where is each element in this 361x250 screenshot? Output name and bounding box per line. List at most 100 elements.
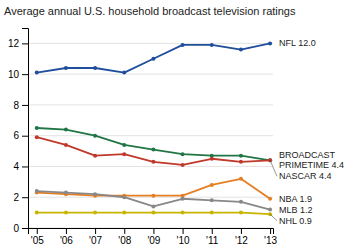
- series-label-line: NASCAR 4.4: [279, 171, 332, 181]
- series-line: [37, 137, 270, 165]
- series-point: [93, 211, 97, 215]
- series-point: [35, 189, 39, 193]
- y-tick: 4: [13, 161, 28, 172]
- series-point: [210, 211, 214, 215]
- x-tick-label: '13: [264, 235, 277, 246]
- series-label-line: MLB 1.2: [279, 205, 313, 215]
- series-point: [151, 160, 155, 164]
- x-tick: '07: [89, 228, 102, 246]
- series-point: [239, 154, 243, 158]
- y-tick-label: 8: [13, 100, 19, 111]
- y-tick: 2: [13, 192, 28, 203]
- y-tick-mark: [22, 136, 28, 137]
- series-point: [122, 195, 126, 199]
- grid-line: [28, 197, 273, 198]
- series-point: [64, 128, 68, 132]
- series-point: [239, 48, 243, 52]
- series-point: [181, 43, 185, 47]
- chart: '05 '06 '07 '08 '09 '10 '11 '12 '13 0 2 4 6 8 10 12 NFL …: [0, 0, 361, 250]
- series-label-line: NFL 12.0: [279, 38, 316, 48]
- plot-area: [35, 41, 272, 216]
- grid-line: [28, 135, 273, 136]
- series-label-line: NHL 0.9: [279, 216, 312, 226]
- x-tick-mark: [95, 228, 96, 234]
- series-point: [64, 143, 68, 147]
- x-tick-label: '06: [60, 235, 73, 246]
- series-label: MLB 1.2: [279, 205, 313, 215]
- y-tick-label: 12: [8, 38, 20, 49]
- series-point: [210, 198, 214, 202]
- x-axis-line: [29, 229, 274, 235]
- y-tick-label: 6: [13, 130, 19, 141]
- y-tick: 6: [13, 130, 28, 141]
- grid-line: [28, 74, 273, 75]
- series-point: [64, 191, 68, 195]
- x-tick-label: '09: [147, 235, 160, 246]
- label-connector: [270, 160, 277, 176]
- series-point: [239, 177, 243, 181]
- series-point: [35, 135, 39, 139]
- y-tick-mark: [22, 197, 28, 198]
- series-point: [122, 211, 126, 215]
- grid: [28, 43, 273, 228]
- x-tick-mark: [212, 228, 213, 234]
- series-labels: NFL 12.0 BROADCASTPRIMETIME 4.4NASCAR 4.4…: [270, 38, 344, 225]
- series-point: [35, 126, 39, 130]
- x-tick-label: '08: [118, 235, 131, 246]
- y-tick: 0: [13, 223, 28, 234]
- y-tick-mark: [22, 74, 28, 75]
- series-point: [151, 57, 155, 61]
- series-point: [239, 200, 243, 204]
- x-tick: '13: [264, 228, 277, 246]
- y-tick-mark: [22, 228, 28, 229]
- x-tick: '08: [118, 228, 131, 246]
- x-axis: '05 '06 '07 '08 '09 '10 '11 '12 '13: [29, 228, 278, 246]
- series-point: [181, 197, 185, 201]
- series-point: [181, 152, 185, 156]
- series-point: [35, 71, 39, 75]
- x-tick: '11: [206, 228, 219, 246]
- x-tick: '05: [31, 228, 44, 246]
- series-point: [210, 183, 214, 187]
- x-tick-mark: [66, 228, 67, 234]
- series-label-line: PRIMETIME 4.4: [279, 160, 344, 170]
- series-label-line: BROADCAST: [279, 150, 336, 160]
- series-line: [37, 128, 270, 160]
- x-tick-label: '12: [235, 235, 248, 246]
- y-tick: 10: [8, 69, 28, 80]
- series-point: [151, 194, 155, 198]
- series-point: [268, 197, 272, 201]
- series-point: [122, 143, 126, 147]
- series-line: [37, 191, 270, 209]
- series-point: [122, 71, 126, 75]
- y-tick: 8: [13, 100, 28, 111]
- series-label: NFL 12.0: [279, 38, 316, 48]
- x-tick: '06: [60, 228, 73, 246]
- series-point: [93, 192, 97, 196]
- series-point: [151, 148, 155, 152]
- series-point: [181, 211, 185, 215]
- series-point: [151, 204, 155, 208]
- x-tick-mark: [153, 228, 154, 234]
- series-point: [181, 163, 185, 167]
- x-tick-mark: [241, 228, 242, 234]
- series-label: NHL 0.9: [279, 216, 312, 226]
- series-point: [268, 208, 272, 212]
- x-tick-mark: [270, 228, 271, 234]
- y-tick-mark: [22, 166, 28, 167]
- x-tick: '10: [177, 228, 190, 246]
- series-label: NASCAR 4.4: [279, 171, 332, 181]
- series-point: [151, 211, 155, 215]
- x-tick-label: '05: [31, 235, 44, 246]
- series-point: [93, 154, 97, 158]
- x-tick-label: '11: [206, 235, 219, 246]
- x-tick-label: '10: [177, 235, 190, 246]
- y-axis: 0 2 4 6 8 10 12: [8, 29, 29, 234]
- series-point: [35, 211, 39, 215]
- series-point: [210, 43, 214, 47]
- x-tick-label: '07: [89, 235, 102, 246]
- series-point: [93, 134, 97, 138]
- grid-line: [28, 43, 273, 44]
- y-tick: 12: [8, 38, 28, 49]
- grid-line: [28, 166, 273, 167]
